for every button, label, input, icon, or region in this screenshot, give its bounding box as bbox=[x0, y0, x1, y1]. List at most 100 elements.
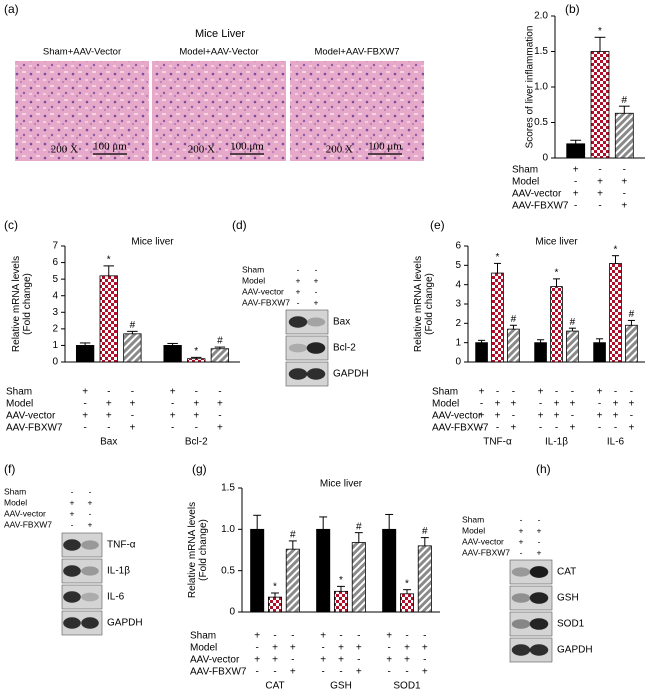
condition-sign: + bbox=[613, 399, 619, 410]
band-label: IL-1β bbox=[107, 566, 130, 577]
condition-sign: - bbox=[131, 411, 134, 422]
y-tick-label: 0.5 bbox=[534, 117, 548, 128]
condition-sign: + bbox=[613, 411, 619, 422]
condition-sign: - bbox=[171, 399, 174, 410]
condition-label: Sham bbox=[512, 165, 538, 176]
condition-sign: - bbox=[107, 387, 110, 398]
y-tick-label: 1.5 bbox=[221, 483, 235, 494]
condition-sign: - bbox=[614, 423, 617, 434]
blot-band bbox=[81, 566, 99, 576]
bar bbox=[250, 528, 265, 613]
condition-sign: + bbox=[479, 387, 485, 398]
condition-sign: - bbox=[423, 655, 426, 666]
y-axis-label: (Fold change) bbox=[198, 519, 209, 581]
condition-sign: - bbox=[598, 165, 601, 176]
blot-band bbox=[63, 565, 81, 577]
magnification: 200 X bbox=[326, 144, 353, 156]
condition-sign: - bbox=[195, 423, 198, 434]
condition-sign: + bbox=[386, 631, 392, 642]
condition-sign: + bbox=[338, 643, 344, 654]
x-tick-label: TNF-α bbox=[483, 437, 512, 448]
panel-label: (e) bbox=[430, 218, 445, 232]
condition-sign: - bbox=[539, 399, 542, 410]
scale-label: 100 μm bbox=[93, 141, 127, 153]
condition-sign: + bbox=[356, 643, 362, 654]
chart-title: Mice liver bbox=[320, 479, 363, 490]
condition-sign: - bbox=[571, 387, 574, 398]
band-label: IL-6 bbox=[107, 592, 125, 603]
x-tick-label: CAT bbox=[265, 681, 284, 692]
histology-image bbox=[152, 61, 286, 161]
condition-label: Model bbox=[432, 399, 459, 410]
histology-image bbox=[290, 61, 424, 161]
condition-sign: - bbox=[496, 387, 499, 398]
bar bbox=[382, 528, 397, 613]
x-tick-label: Bax bbox=[100, 437, 117, 448]
x-tick-label: IL-1β bbox=[545, 437, 568, 448]
condition-sign: - bbox=[512, 411, 515, 422]
condition-sign: - bbox=[598, 399, 601, 410]
condition-sign: - bbox=[520, 547, 523, 557]
condition-sign: - bbox=[388, 643, 391, 654]
condition-sign: - bbox=[623, 165, 626, 176]
condition-sign: + bbox=[570, 423, 576, 434]
condition-sign: - bbox=[555, 423, 558, 434]
condition-sign: - bbox=[405, 631, 408, 642]
blot-band bbox=[288, 343, 308, 353]
condition-label: AAV-FBXW7 bbox=[242, 297, 290, 307]
bar bbox=[399, 593, 414, 613]
condition-sign: - bbox=[71, 519, 74, 529]
blot-band bbox=[529, 566, 549, 578]
chart-title: Mice liver bbox=[535, 237, 578, 248]
significance-mark: # bbox=[570, 317, 576, 328]
condition-sign: - bbox=[496, 423, 499, 434]
condition-sign: + bbox=[570, 399, 576, 410]
condition-label: AAV-FBXW7 bbox=[432, 423, 489, 434]
y-tick-label: 1.5 bbox=[534, 46, 548, 57]
condition-label: Sham bbox=[242, 264, 264, 274]
condition-sign: - bbox=[322, 643, 325, 654]
blot-band bbox=[529, 644, 549, 656]
significance-mark: # bbox=[356, 521, 362, 532]
y-tick-label: 3 bbox=[52, 307, 58, 318]
significance-mark: # bbox=[511, 314, 517, 325]
condition-sign: - bbox=[571, 411, 574, 422]
band-label: SOD1 bbox=[557, 619, 585, 630]
condition-sign: - bbox=[339, 667, 342, 678]
y-tick-label: 1 bbox=[52, 340, 58, 351]
condition-sign: - bbox=[574, 201, 577, 212]
condition-sign: + bbox=[573, 165, 579, 176]
condition-label: AAV-vector bbox=[432, 411, 482, 422]
condition-label: Model bbox=[242, 275, 265, 285]
band-label: Bax bbox=[333, 317, 350, 328]
bar bbox=[566, 143, 586, 159]
condition-sign: + bbox=[88, 497, 93, 507]
x-tick-label: SOD1 bbox=[393, 681, 421, 692]
condition-sign: + bbox=[404, 655, 410, 666]
blot-band bbox=[529, 592, 549, 604]
condition-label: AAV-vector bbox=[462, 536, 504, 546]
condition-sign: + bbox=[537, 525, 542, 535]
y-tick-label: 7 bbox=[52, 241, 58, 252]
bar bbox=[210, 348, 230, 363]
panel-label: (c) bbox=[4, 218, 18, 232]
panel-label: (h) bbox=[536, 462, 551, 476]
bar bbox=[316, 528, 331, 613]
condition-sign: + bbox=[217, 423, 223, 434]
condition-sign: + bbox=[170, 411, 176, 422]
bar bbox=[475, 342, 488, 363]
condition-label: Model bbox=[6, 399, 33, 410]
significance-mark: * bbox=[273, 582, 277, 593]
condition-sign: + bbox=[597, 411, 603, 422]
condition-sign: + bbox=[314, 275, 319, 285]
condition-sign: - bbox=[297, 264, 300, 274]
significance-mark: # bbox=[622, 95, 628, 106]
condition-sign: - bbox=[107, 423, 110, 434]
condition-sign: + bbox=[106, 399, 112, 410]
condition-sign: + bbox=[554, 399, 560, 410]
y-tick-label: 0.5 bbox=[221, 565, 235, 576]
condition-label: AAV-FBXW7 bbox=[462, 547, 510, 557]
x-tick-label: Bcl-2 bbox=[185, 437, 208, 448]
condition-sign: - bbox=[218, 411, 221, 422]
significance-mark: * bbox=[194, 346, 198, 357]
